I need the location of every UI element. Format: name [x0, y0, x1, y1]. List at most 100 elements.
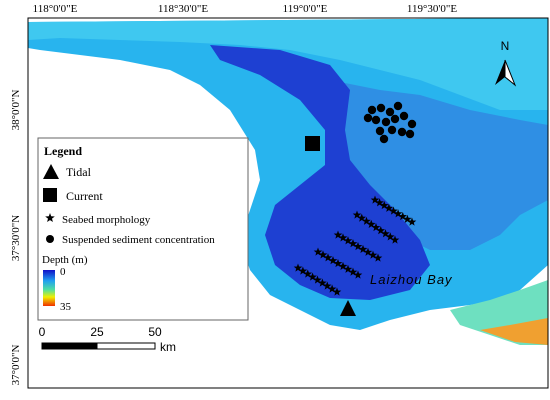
ssc-marker [375, 126, 385, 136]
ssc-marker [363, 113, 373, 123]
seabed-marker [380, 201, 389, 210]
seabed-marker [313, 275, 322, 284]
seabed-marker [381, 229, 390, 238]
ssc-marker [379, 134, 389, 144]
ssc-marker [393, 101, 403, 111]
legend-item: Current [66, 189, 103, 203]
seabed-marker [384, 203, 394, 212]
seabed-marker [338, 233, 348, 242]
seabed-marker [398, 212, 407, 221]
markers [293, 101, 417, 316]
depth-title: Depth (m) [42, 254, 88, 266]
seabed-marker [323, 281, 332, 290]
lon-label: 118°0'0"E [33, 3, 78, 15]
seabed-marker [403, 214, 412, 223]
seabed-marker [386, 232, 395, 241]
place-label: Laizhou Bay [370, 272, 453, 287]
seabed-marker [368, 250, 378, 259]
ssc-marker [399, 111, 409, 121]
seabed-marker [373, 253, 383, 262]
depth-min: 0 [60, 266, 66, 278]
coast-orange [480, 318, 548, 345]
ssc-marker [376, 103, 386, 113]
sea-outer [28, 18, 548, 110]
legend-title: Legend [44, 144, 82, 158]
seabed-marker [407, 217, 417, 226]
current-marker [305, 136, 320, 151]
depth-ramp [43, 270, 55, 306]
seabed-marker [362, 216, 371, 225]
seabed-marker [313, 247, 323, 256]
north-arrow: N [495, 39, 517, 87]
seabed-marker [318, 250, 328, 259]
ssc-marker [371, 115, 381, 125]
map-frame [27, 17, 549, 389]
seabed-marker [333, 230, 343, 239]
ssc-marker [387, 125, 397, 135]
legend-seabed-icon [45, 213, 55, 222]
legend-current-icon [43, 188, 57, 202]
scale-segment [41, 342, 98, 350]
ssc-marker [381, 117, 391, 127]
seabed-marker [353, 242, 363, 251]
legend-box [37, 137, 249, 321]
scale-bar: 0 25 50 km [39, 325, 176, 354]
seabed-marker [371, 223, 381, 232]
seabed-marker [298, 266, 308, 275]
seabed-marker [393, 209, 403, 218]
seabed-marker [389, 206, 398, 215]
seabed-marker [367, 219, 376, 228]
seabed-marker [375, 198, 384, 207]
scale-unit: km [160, 340, 176, 354]
tidal-marker [340, 300, 356, 316]
seabed-marker [303, 269, 312, 278]
seabed-marker [357, 213, 366, 222]
legend-item: Suspended sediment concentration [62, 234, 215, 246]
seabed-marker [370, 195, 380, 204]
lat-label: 38°0'0"N [10, 90, 22, 131]
deep-channel [210, 45, 430, 300]
lon-label: 119°0'0"E [283, 3, 328, 15]
lat-label: 37°0'0"N [10, 345, 22, 386]
seabed-marker [352, 210, 362, 219]
legend-tidal-icon [43, 164, 59, 179]
seabed-marker [338, 261, 348, 270]
ssc-marker [390, 114, 400, 124]
land-bottom [28, 330, 548, 388]
seabed-marker [327, 284, 337, 293]
seabed-marker [323, 253, 333, 262]
legend: Legend Tidal Current Seabed morphology S… [37, 137, 249, 321]
seabed-marker [332, 287, 342, 296]
seabed-marker [358, 244, 368, 253]
depth-max: 35 [60, 301, 72, 313]
seabed-marker [328, 256, 338, 265]
scale-segment [96, 342, 156, 350]
north-arrow-right [504, 59, 517, 87]
legend-ssc-icon [46, 235, 54, 243]
seabed-marker [376, 226, 385, 235]
seabed-marker [343, 236, 353, 245]
scale-label: 25 [90, 325, 104, 339]
scale-label: 0 [39, 325, 46, 339]
seabed-marker [308, 272, 317, 281]
seabed-marker [318, 278, 327, 287]
seabed-marker [390, 235, 400, 244]
lon-label: 119°30'0"E [407, 3, 457, 15]
lat-label: 37°30'0"N [10, 215, 22, 261]
seabed-marker [293, 263, 303, 272]
seabed-marker [333, 259, 343, 268]
scale-label: 50 [148, 325, 162, 339]
ssc-marker [367, 105, 377, 115]
seabed-marker [353, 270, 363, 279]
seabed-marker [363, 247, 373, 256]
north-label: N [501, 39, 510, 53]
north-arrow-left [495, 60, 505, 85]
ssc-marker [397, 127, 407, 137]
legend-item: Tidal [66, 165, 92, 179]
legend-item: Seabed morphology [62, 214, 151, 226]
seabed-marker [343, 264, 353, 273]
lon-label: 118°30'0"E [158, 3, 208, 15]
ssc-marker [405, 129, 415, 139]
seabed-marker [348, 239, 358, 248]
